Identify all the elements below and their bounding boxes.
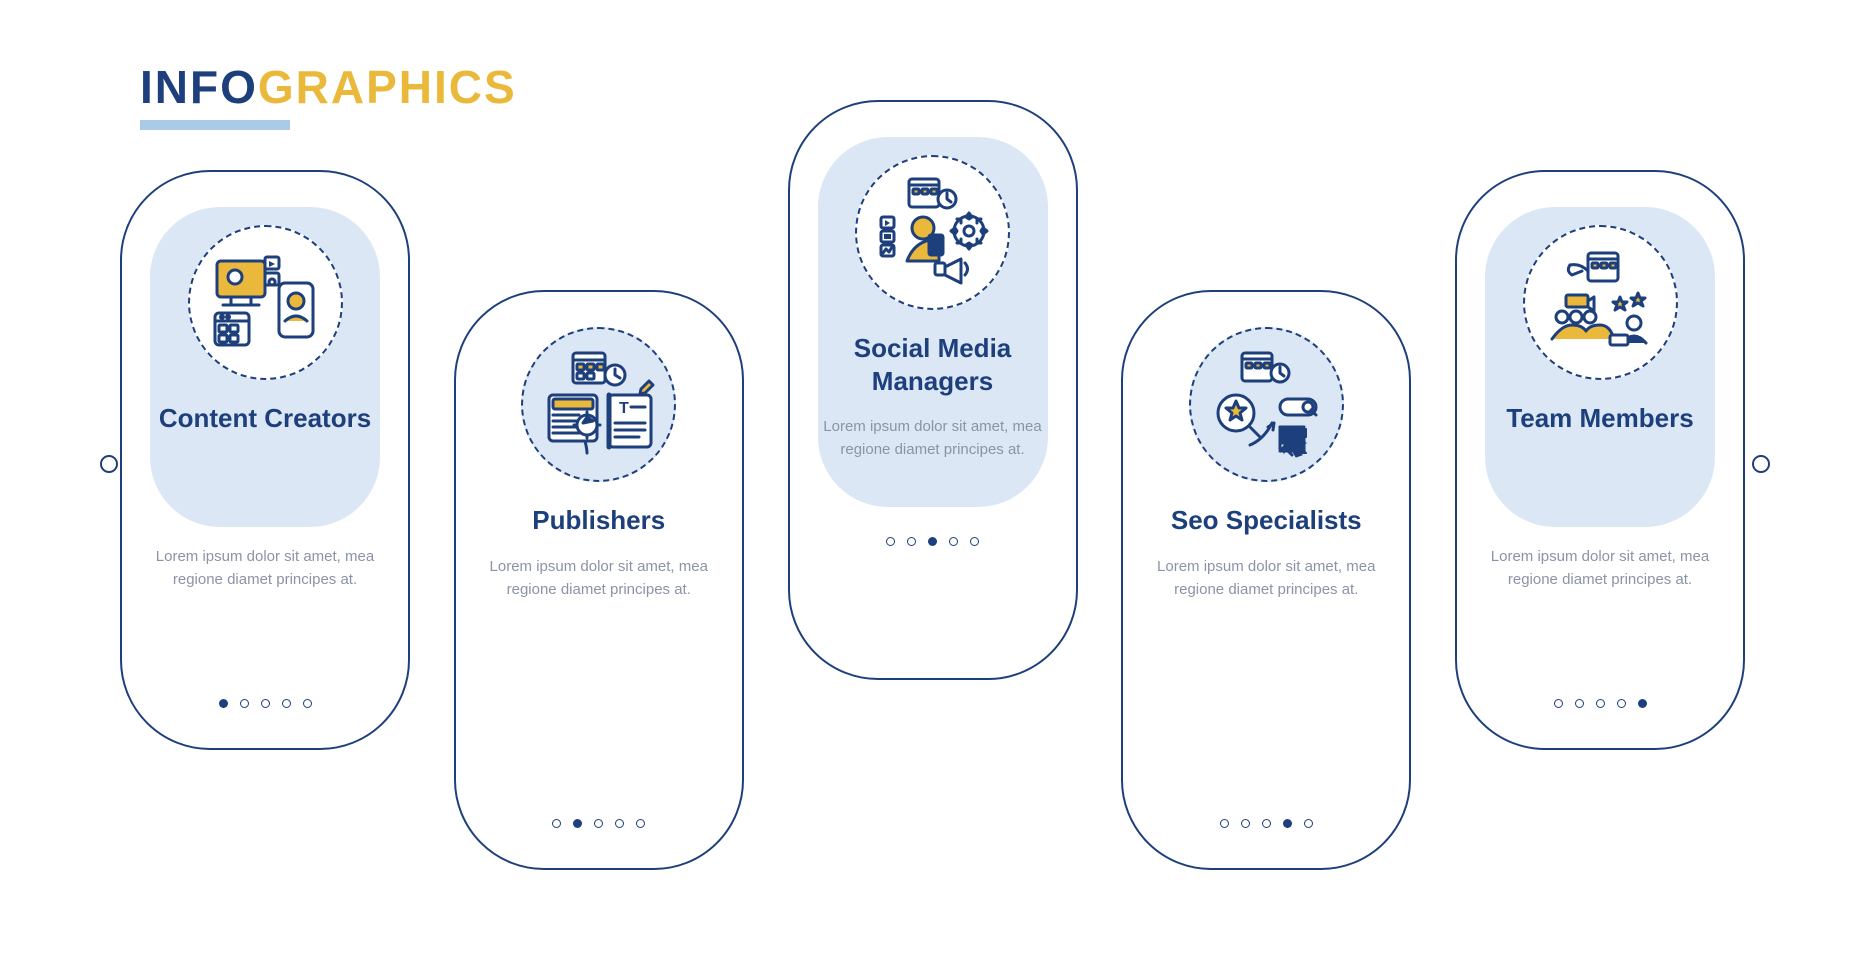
- title-underline: [140, 120, 290, 130]
- dot: [303, 699, 312, 708]
- pagination-dots: [886, 537, 979, 546]
- dot: [907, 537, 916, 546]
- pagination-dots: [1554, 699, 1647, 708]
- dot: [886, 537, 895, 546]
- card-title: Publishers: [532, 504, 665, 537]
- social-icon: [855, 155, 1010, 310]
- card-inner-pill: Content Creators: [150, 207, 380, 527]
- card-title: Seo Specialists: [1171, 504, 1362, 537]
- card-content-creators: Content Creators Lorem ipsum dolor sit a…: [120, 170, 410, 750]
- dot: [1241, 819, 1250, 828]
- dot: [949, 537, 958, 546]
- card-body: Lorem ipsum dolor sit amet, mea regione …: [144, 545, 386, 592]
- connector-end-dot: [1752, 455, 1770, 473]
- card-title: Team Members: [1506, 402, 1693, 435]
- dot: [219, 699, 228, 708]
- page-title: INFOGRAPHICS: [140, 60, 517, 114]
- dot: [594, 819, 603, 828]
- pagination-dots: [552, 819, 645, 828]
- card-team-members: Team Members Lorem ipsum dolor sit amet,…: [1455, 170, 1745, 750]
- dot: [636, 819, 645, 828]
- card-seo: Seo Specialists Lorem ipsum dolor sit am…: [1121, 290, 1411, 870]
- dot: [928, 537, 937, 546]
- dot: [970, 537, 979, 546]
- pagination-dots: [219, 699, 312, 708]
- dot: [1304, 819, 1313, 828]
- publishers-icon: T: [523, 327, 674, 482]
- card-title: Social Media Managers: [818, 332, 1048, 397]
- dot: [1575, 699, 1584, 708]
- title-part2: GRAPHICS: [258, 61, 517, 113]
- svg-text:T: T: [619, 400, 629, 417]
- card-inner-pill: Team Members: [1485, 207, 1715, 527]
- dot: [1596, 699, 1605, 708]
- team-icon: [1523, 225, 1678, 380]
- cards-row: Content Creators Lorem ipsum dolor sit a…: [120, 170, 1745, 870]
- title-part1: INFO: [140, 61, 258, 113]
- dot: [1617, 699, 1626, 708]
- dot: [261, 699, 270, 708]
- card-body: Lorem ipsum dolor sit amet, mea regione …: [478, 555, 720, 602]
- icon-fill: [1189, 327, 1344, 482]
- card-publishers: T Publishers Lorem ipsum dolor sit amet,…: [454, 290, 744, 870]
- dot: [1262, 819, 1271, 828]
- dot: [1220, 819, 1229, 828]
- card-title: Content Creators: [159, 402, 371, 435]
- page-title-block: INFOGRAPHICS: [140, 60, 517, 130]
- dot: [615, 819, 624, 828]
- dot: [282, 699, 291, 708]
- card-body: Lorem ipsum dolor sit amet, mea regione …: [818, 415, 1048, 462]
- dot: [573, 819, 582, 828]
- card-body: Lorem ipsum dolor sit amet, mea regione …: [1145, 555, 1387, 602]
- card-social-media: Social Media Managers Lorem ipsum dolor …: [788, 100, 1078, 680]
- dot: [240, 699, 249, 708]
- card-inner-pill: Social Media Managers Lorem ipsum dolor …: [818, 137, 1048, 507]
- dot: [1554, 699, 1563, 708]
- dot: [1638, 699, 1647, 708]
- connector-start-dot: [100, 455, 118, 473]
- icon-fill: T: [521, 327, 676, 482]
- dot: [1283, 819, 1292, 828]
- pagination-dots: [1220, 819, 1313, 828]
- creators-icon: [188, 225, 343, 380]
- dot: [552, 819, 561, 828]
- card-body: Lorem ipsum dolor sit amet, mea regione …: [1479, 545, 1721, 592]
- seo-icon: [1191, 327, 1342, 482]
